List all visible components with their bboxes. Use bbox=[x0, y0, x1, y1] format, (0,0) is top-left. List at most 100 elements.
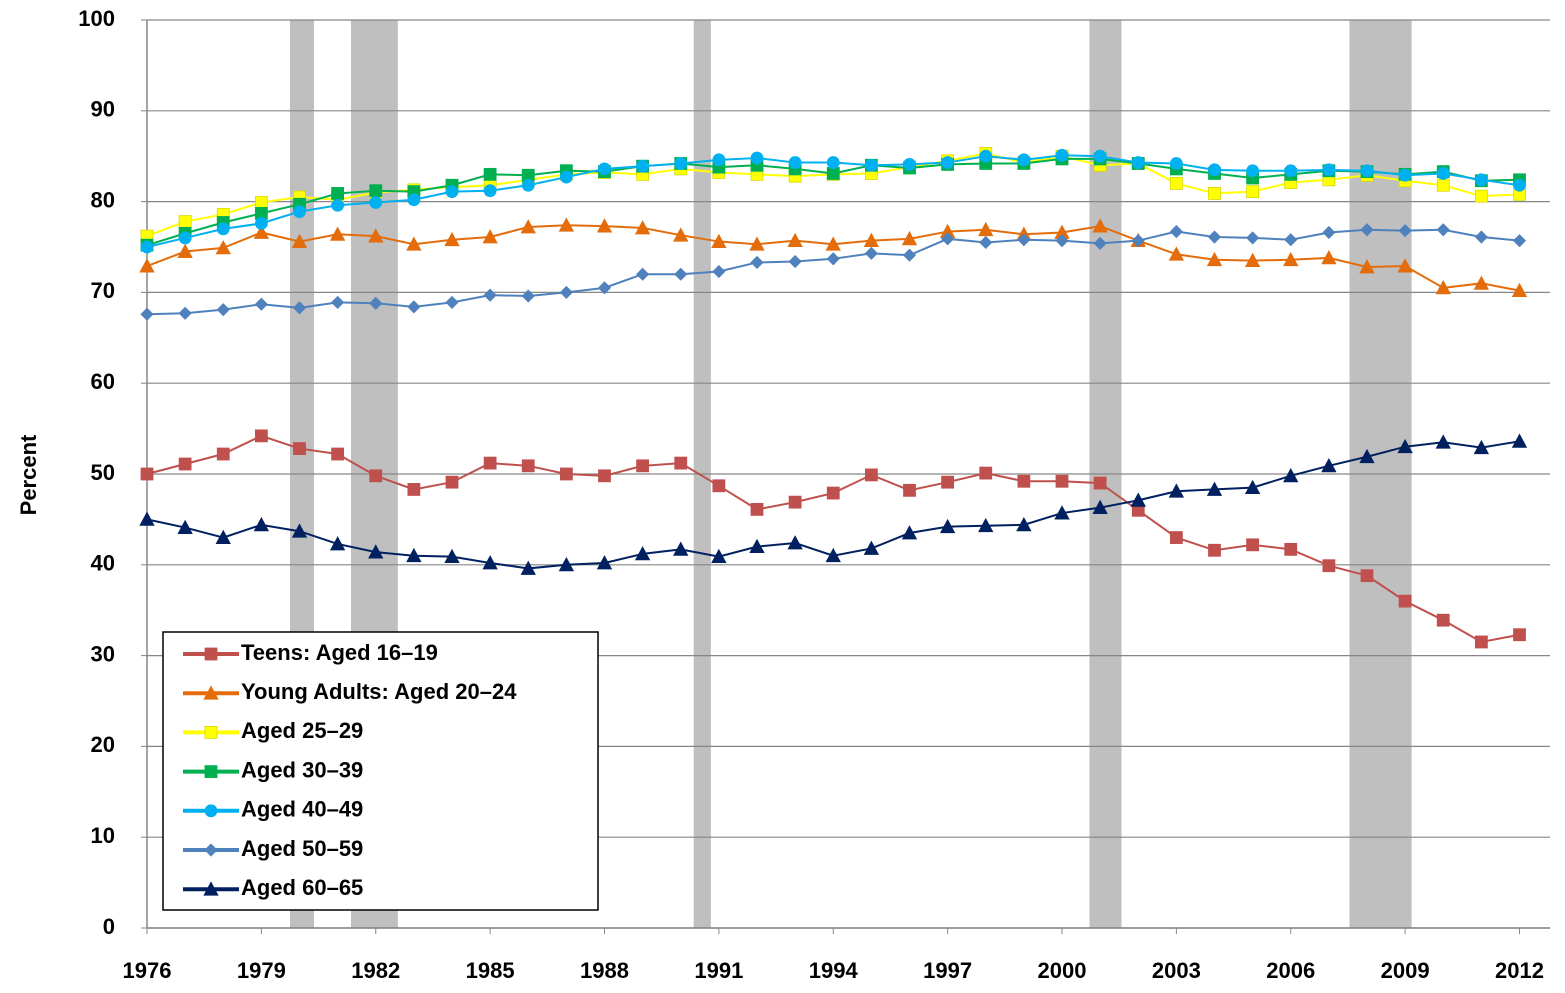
marker bbox=[520, 219, 536, 234]
marker bbox=[1436, 178, 1450, 192]
marker bbox=[634, 546, 651, 561]
marker bbox=[445, 295, 459, 309]
marker bbox=[674, 157, 688, 170]
x-tick-label: 1997 bbox=[923, 958, 972, 983]
marker bbox=[1055, 148, 1069, 162]
marker bbox=[1474, 173, 1488, 187]
marker bbox=[939, 518, 956, 534]
marker bbox=[1321, 457, 1337, 473]
marker bbox=[1360, 223, 1374, 237]
marker bbox=[863, 232, 880, 248]
marker bbox=[749, 538, 765, 554]
marker bbox=[483, 456, 497, 470]
marker bbox=[901, 230, 918, 246]
marker bbox=[864, 246, 878, 260]
marker bbox=[1017, 233, 1031, 247]
marker bbox=[254, 196, 268, 209]
marker bbox=[216, 222, 230, 236]
legend-marker bbox=[204, 765, 218, 778]
x-tick-label: 1994 bbox=[809, 958, 859, 983]
marker bbox=[1512, 234, 1527, 248]
marker bbox=[177, 519, 193, 534]
marker bbox=[521, 178, 535, 192]
x-tick-label: 2003 bbox=[1152, 958, 1201, 983]
y-tick-label: 30 bbox=[91, 641, 115, 666]
marker bbox=[1208, 187, 1221, 200]
marker bbox=[979, 235, 993, 250]
legend-label: Aged 25–29 bbox=[241, 718, 363, 743]
marker bbox=[559, 285, 573, 299]
y-axis-label: Percent bbox=[16, 434, 41, 515]
marker bbox=[596, 555, 613, 570]
marker bbox=[1208, 543, 1221, 557]
marker bbox=[139, 258, 155, 273]
y-tick-label: 10 bbox=[91, 823, 115, 848]
marker bbox=[1130, 492, 1146, 507]
y-tick-label: 60 bbox=[91, 369, 115, 394]
marker bbox=[1207, 230, 1222, 244]
marker bbox=[1131, 156, 1145, 169]
marker bbox=[598, 469, 611, 483]
marker bbox=[903, 483, 916, 497]
legend-marker bbox=[204, 804, 218, 818]
marker bbox=[1511, 433, 1528, 448]
x-tick-label: 1982 bbox=[351, 958, 400, 983]
legend-marker bbox=[204, 647, 218, 661]
marker bbox=[331, 447, 345, 461]
marker bbox=[1055, 474, 1069, 488]
marker bbox=[1093, 149, 1107, 163]
marker bbox=[1246, 185, 1260, 199]
marker bbox=[787, 535, 803, 550]
marker bbox=[1131, 234, 1145, 248]
marker bbox=[826, 156, 840, 169]
marker bbox=[750, 503, 764, 516]
marker bbox=[1168, 246, 1185, 261]
marker bbox=[1092, 499, 1108, 514]
marker bbox=[1322, 559, 1336, 573]
marker bbox=[903, 157, 916, 171]
marker bbox=[140, 467, 154, 481]
marker bbox=[1054, 505, 1070, 520]
marker bbox=[178, 306, 192, 320]
marker bbox=[293, 442, 306, 455]
marker bbox=[1435, 434, 1451, 449]
marker bbox=[902, 248, 917, 262]
x-tick-label: 1991 bbox=[694, 958, 743, 983]
marker bbox=[1246, 231, 1260, 245]
marker bbox=[1244, 479, 1261, 495]
marker bbox=[1169, 157, 1183, 170]
marker bbox=[558, 556, 575, 572]
y-tick-label: 90 bbox=[91, 97, 115, 122]
marker bbox=[293, 205, 306, 218]
marker bbox=[1436, 167, 1450, 180]
marker bbox=[1436, 223, 1450, 237]
x-tick-label: 1979 bbox=[237, 958, 286, 983]
marker bbox=[291, 523, 308, 538]
marker bbox=[941, 475, 955, 489]
marker bbox=[444, 548, 460, 564]
marker bbox=[1360, 569, 1374, 583]
marker bbox=[979, 466, 993, 480]
marker bbox=[711, 548, 727, 564]
marker bbox=[1208, 163, 1221, 177]
marker bbox=[825, 547, 841, 563]
marker bbox=[673, 541, 689, 556]
marker bbox=[406, 236, 422, 251]
marker bbox=[1093, 236, 1107, 250]
x-tick-label: 2006 bbox=[1266, 958, 1315, 983]
marker bbox=[1016, 517, 1032, 532]
marker bbox=[177, 243, 193, 258]
marker bbox=[750, 151, 764, 165]
marker bbox=[482, 555, 498, 570]
marker bbox=[521, 289, 535, 303]
marker bbox=[901, 525, 918, 540]
marker bbox=[596, 218, 613, 233]
legend-label: Young Adults: Aged 20–24 bbox=[241, 679, 517, 704]
marker bbox=[1513, 178, 1526, 192]
marker bbox=[787, 232, 803, 248]
marker bbox=[445, 185, 459, 199]
marker bbox=[520, 560, 536, 575]
marker bbox=[634, 220, 651, 235]
y-tick-label: 70 bbox=[91, 278, 115, 303]
marker bbox=[598, 162, 611, 176]
